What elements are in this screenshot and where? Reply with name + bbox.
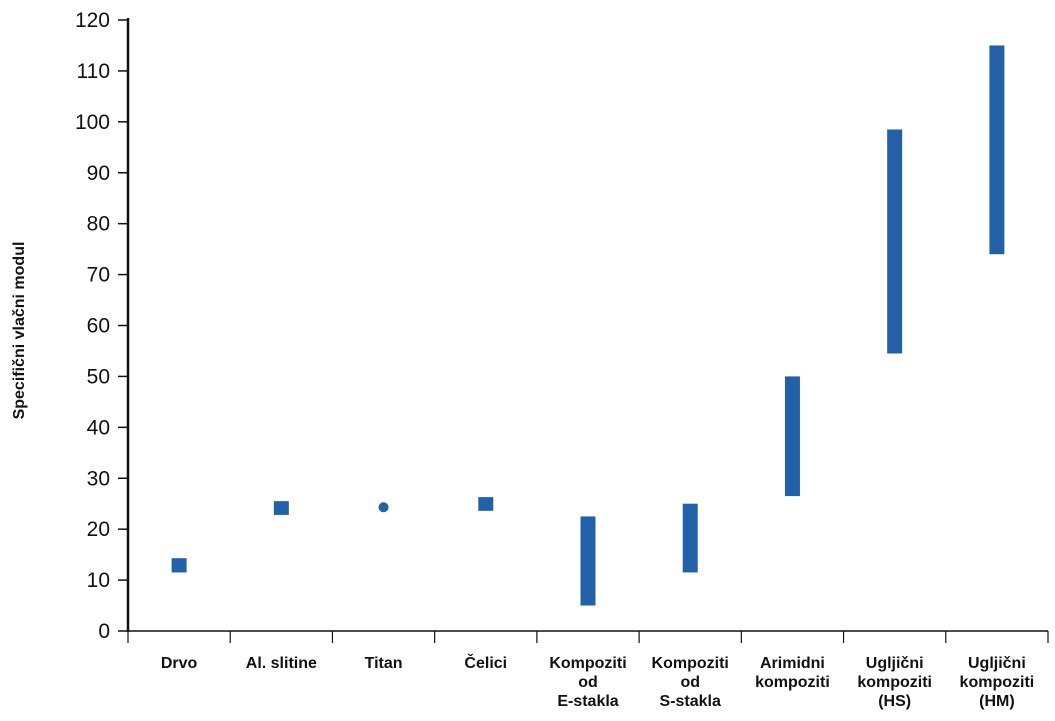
y-tick-label: 30 <box>87 467 110 490</box>
range-bar <box>784 376 800 497</box>
range-marker <box>378 502 389 513</box>
range-bar <box>273 501 289 515</box>
category-label-line: Ugljični <box>866 655 924 672</box>
category-label-line: Al. slitine <box>246 655 317 672</box>
range-bar <box>989 45 1005 255</box>
category-label-line: od <box>578 674 598 691</box>
y-tick-label: 40 <box>87 416 110 439</box>
category-label-line: E-stakla <box>557 693 618 710</box>
range-bars <box>171 45 1005 606</box>
category-labels: Drvo Al. slitine Titan Čelici Kompoziti od E-s… <box>161 653 1034 710</box>
y-tick-label: 70 <box>87 264 110 287</box>
range-bar <box>580 516 596 606</box>
category-label-line: S-stakla <box>660 693 721 710</box>
category-label-line: Kompoziti <box>652 655 729 672</box>
category-label: Kompoziti od S-stakla <box>652 655 729 710</box>
category-label-line: kompoziti <box>960 674 1035 691</box>
y-tick-label: 0 <box>98 620 110 643</box>
range-bar <box>171 558 187 573</box>
y-tick-label: 10 <box>87 569 110 592</box>
category-label-line: Čelici <box>464 653 507 672</box>
category-label-line: Ugljični <box>968 655 1026 672</box>
category-label: Ugljični kompoziti (HS) <box>857 655 932 710</box>
category-label: Kompoziti od E-stakla <box>549 655 626 710</box>
category-label-line: Kompoziti <box>549 655 626 672</box>
y-tick-label: 90 <box>87 162 110 185</box>
category-label-line: od <box>680 674 700 691</box>
category-label: Al. slitine <box>246 655 317 672</box>
category-label-line: (HM) <box>979 693 1015 710</box>
category-label: Čelici <box>464 653 507 672</box>
category-label-line: Arimidni <box>760 655 825 672</box>
y-axis-title: Specifični vlačni modul <box>11 242 28 420</box>
category-label-line: Titan <box>365 655 403 672</box>
y-tick-label: 20 <box>87 518 110 541</box>
category-label: Arimidni kompoziti <box>755 655 830 691</box>
y-tick-label: 80 <box>87 213 110 236</box>
y-tick-label: 100 <box>75 111 110 134</box>
category-label-line: kompoziti <box>857 674 932 691</box>
y-tick-label: 60 <box>87 315 110 338</box>
category-label-line: kompoziti <box>755 674 830 691</box>
range-bar <box>478 497 494 511</box>
category-label: Drvo <box>161 655 198 672</box>
y-tick-label: 110 <box>77 60 110 83</box>
range-bar <box>682 503 698 573</box>
category-label: Titan <box>365 655 403 672</box>
x-axis-ticks <box>127 631 1049 643</box>
y-axis-ticks: 0 10 20 30 40 50 60 70 80 90 100 110 120 <box>75 9 128 643</box>
y-tick-label: 120 <box>75 9 110 32</box>
y-tick-label: 50 <box>87 365 110 388</box>
category-label-line: (HS) <box>878 693 911 710</box>
range-bar <box>887 129 903 354</box>
category-label-line: Drvo <box>161 655 198 672</box>
category-label: Ugljični kompoziti (HM) <box>960 655 1035 710</box>
